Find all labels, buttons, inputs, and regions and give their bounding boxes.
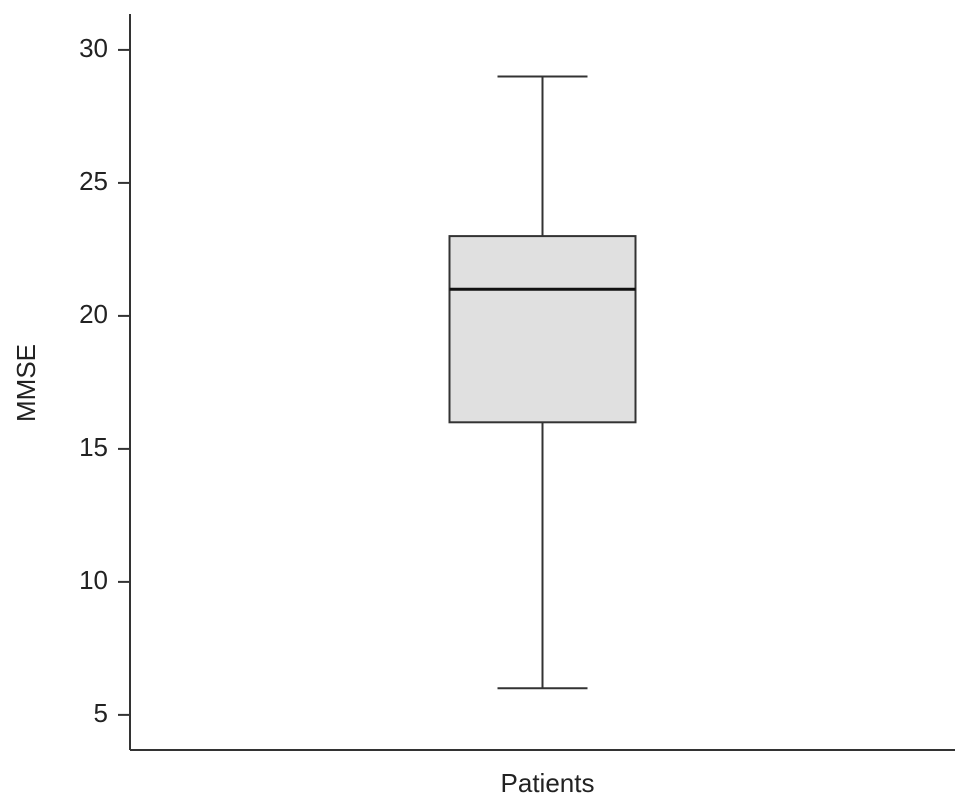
y-tick-label: 10 xyxy=(79,565,108,595)
y-tick-label: 25 xyxy=(79,166,108,196)
y-axis-label: MMSE xyxy=(11,344,41,422)
y-tick-label: 30 xyxy=(79,33,108,63)
y-tick-label: 20 xyxy=(79,299,108,329)
box xyxy=(448,235,637,424)
x-tick-label: Patients xyxy=(501,768,595,798)
y-tick-label: 15 xyxy=(79,432,108,462)
y-tick-label: 5 xyxy=(94,698,108,728)
